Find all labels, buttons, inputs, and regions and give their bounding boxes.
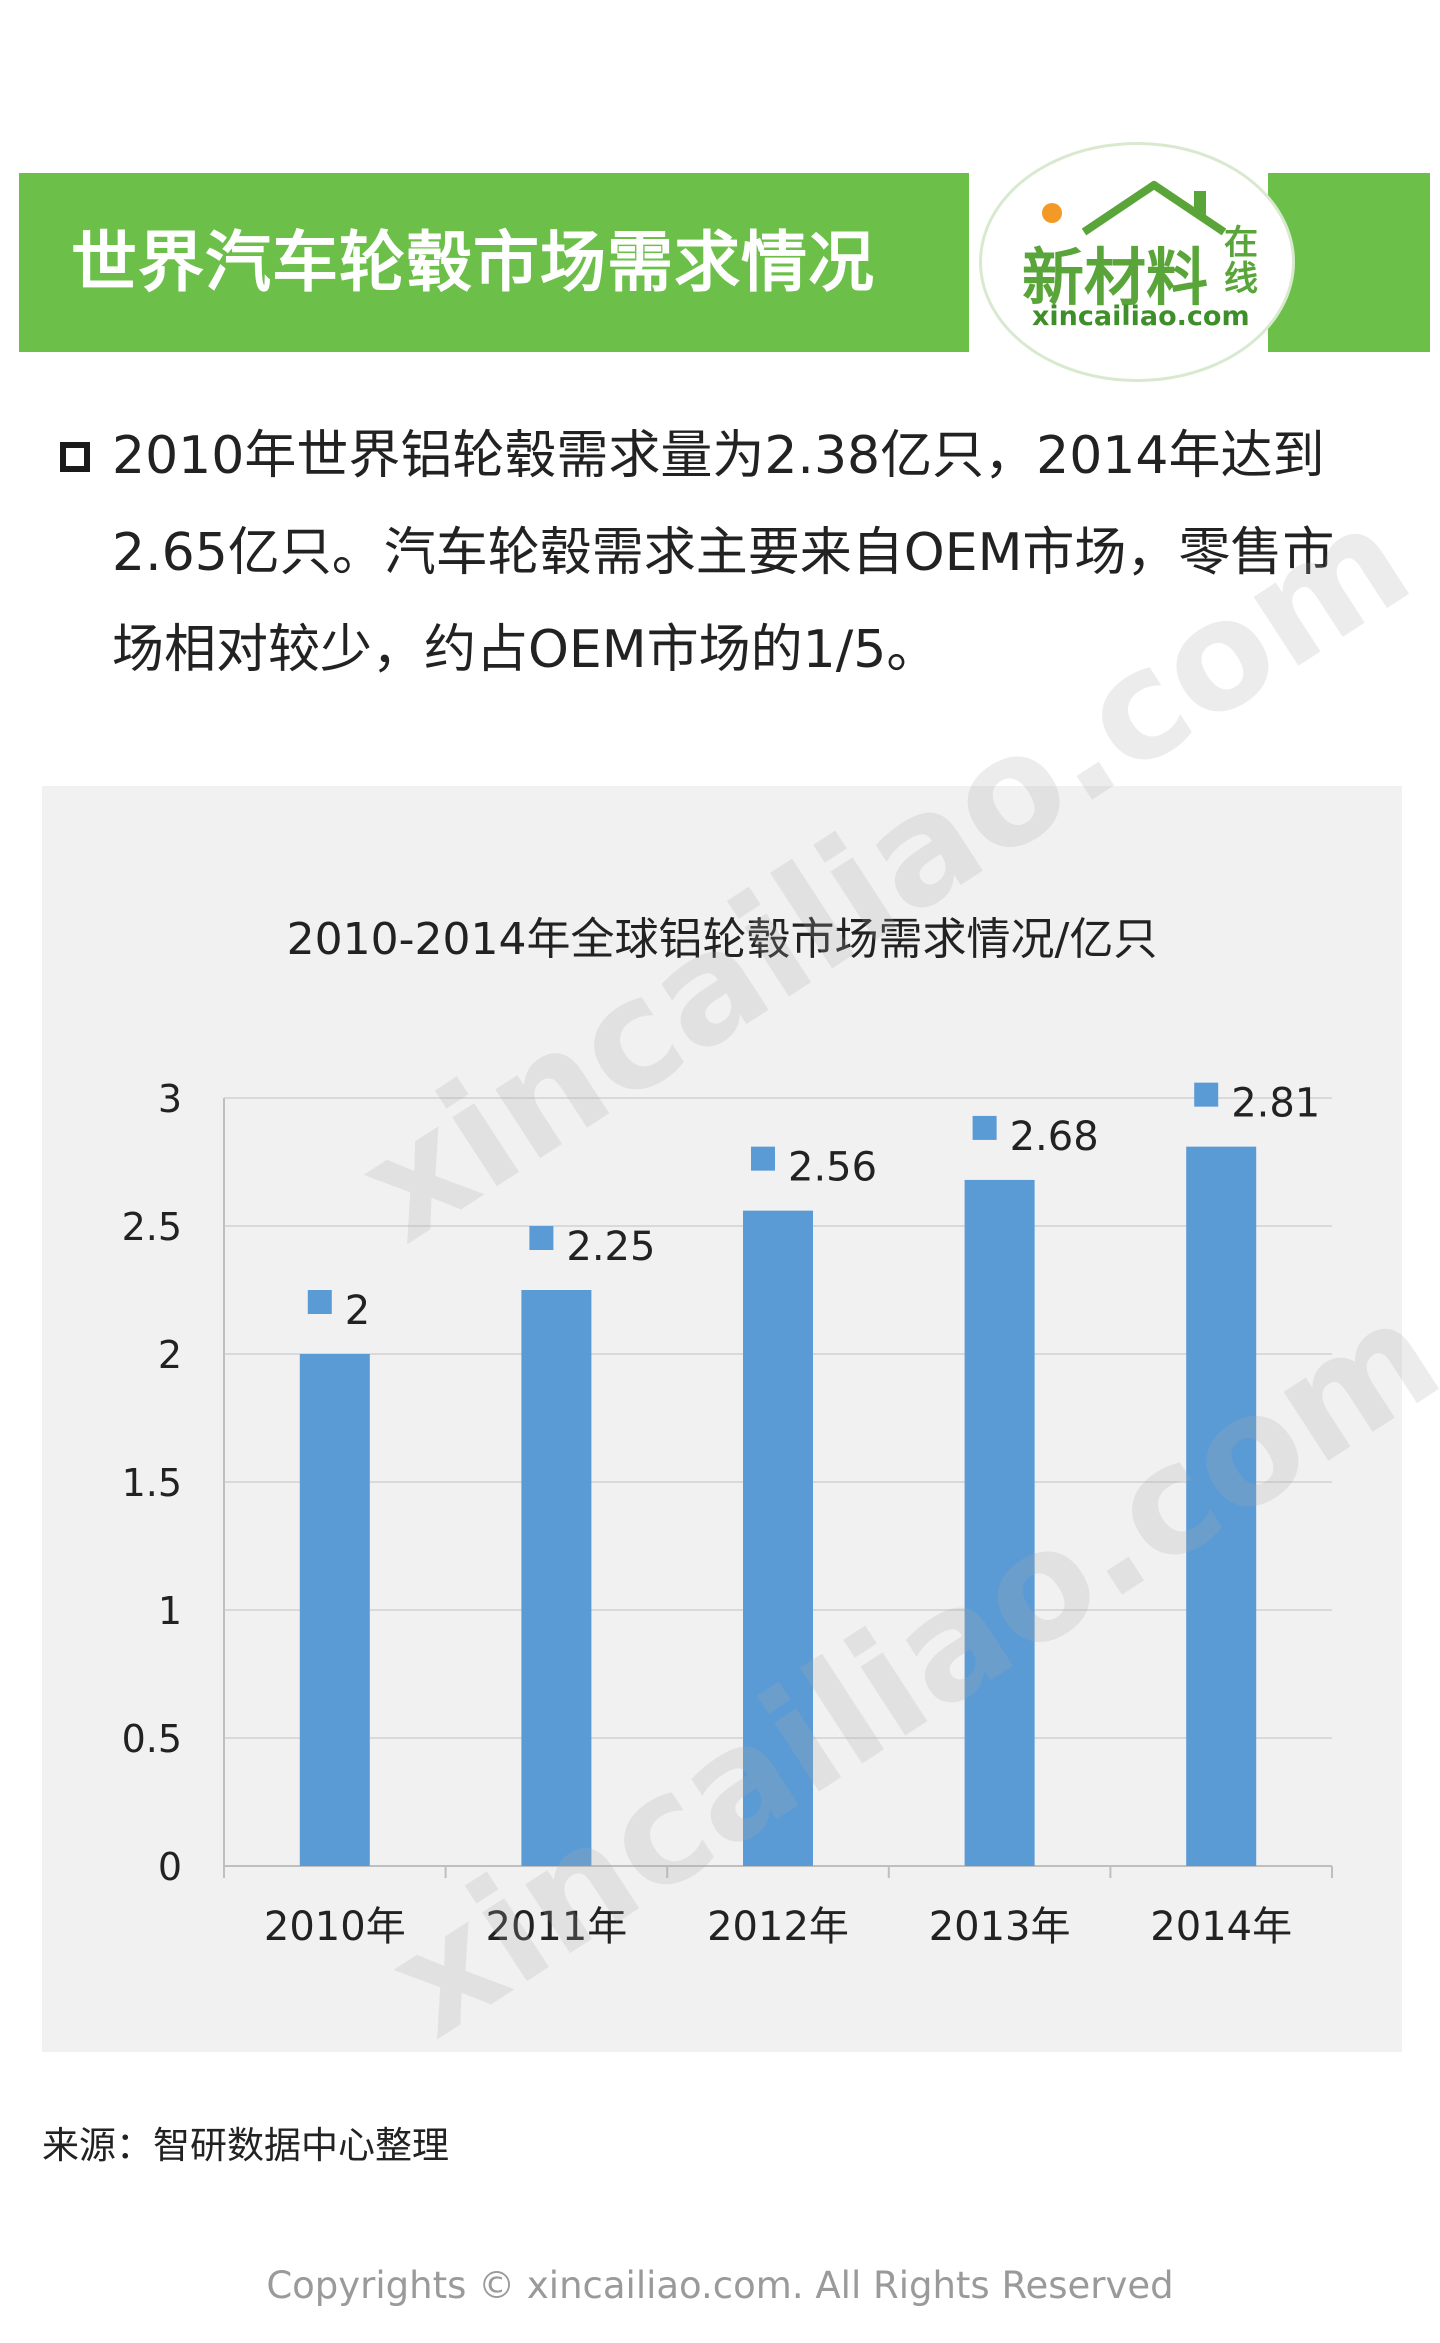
- y-tick-label: 2.5: [122, 1205, 182, 1249]
- logo-side-text: 在线: [1224, 223, 1258, 299]
- chart-panel: 2010-2014年全球铝轮毂市场需求情况/亿只 0 0.5 1 1.5 2 2.5 3 2 20…: [42, 786, 1402, 2052]
- y-tick-label: 3: [158, 1077, 182, 1121]
- page-title: 世界汽车轮毂市场需求情况: [71, 224, 875, 301]
- x-tick-label: 2014年: [1150, 1904, 1292, 1950]
- x-tick-label: 2011年: [486, 1904, 628, 1950]
- source-note: 来源：智研数据中心整理: [42, 2124, 449, 2167]
- data-label-marker: [307, 1290, 332, 1314]
- title-banner: 世界汽车轮毂市场需求情况: [19, 173, 969, 352]
- logo-text: 新材料: [1022, 241, 1209, 314]
- x-tick-label: 2013年: [929, 1904, 1071, 1950]
- copyright-footer: Copyrights © xincailiao.com. All Rights …: [266, 2264, 1174, 2307]
- bar: [521, 1290, 592, 1866]
- intro-paragraph: 2010年世界铝轮毂需求量为2.38亿只，2014年达到2.65亿只。汽车轮毂需…: [112, 426, 1335, 680]
- brand-logo: 新材料 在线 xincailiao.com: [979, 142, 1295, 382]
- y-tick-label: 1: [158, 1589, 182, 1633]
- x-tick-label: 2010年: [264, 1904, 406, 1950]
- data-label: 2.25: [566, 1224, 655, 1270]
- bar: [299, 1354, 370, 1866]
- bar: [1186, 1146, 1257, 1866]
- data-label-marker: [751, 1146, 775, 1171]
- house-roof-icon: [1081, 181, 1227, 236]
- logo-url: xincailiao.com: [1032, 301, 1250, 332]
- bar-chart: 2010-2014年全球铝轮毂市场需求情况/亿只 0 0.5 1 1.5 2 2.5 3 2 20…: [122, 914, 1333, 1950]
- chart-title: 2010-2014年全球铝轮毂市场需求情况/亿只: [287, 914, 1158, 965]
- y-tick-label: 0.5: [122, 1717, 182, 1761]
- bar: [964, 1179, 1035, 1866]
- data-label: 2.81: [1231, 1081, 1320, 1127]
- data-label: 2.68: [1010, 1114, 1099, 1160]
- bullet-square-icon: [60, 442, 90, 472]
- data-label: 2: [345, 1288, 370, 1334]
- data-label-marker: [972, 1115, 997, 1140]
- data-label-marker: [529, 1226, 554, 1250]
- data-label: 2.56: [788, 1145, 877, 1191]
- y-tick-label: 0: [158, 1845, 182, 1889]
- x-tick-label: 2012年: [707, 1904, 849, 1950]
- bar: [743, 1210, 813, 1866]
- title-banner-right: [1268, 173, 1430, 352]
- y-tick-label: 1.5: [122, 1461, 182, 1505]
- sun-icon: [1042, 203, 1062, 223]
- y-tick-label: 2: [158, 1333, 182, 1377]
- data-label-marker: [1194, 1082, 1219, 1107]
